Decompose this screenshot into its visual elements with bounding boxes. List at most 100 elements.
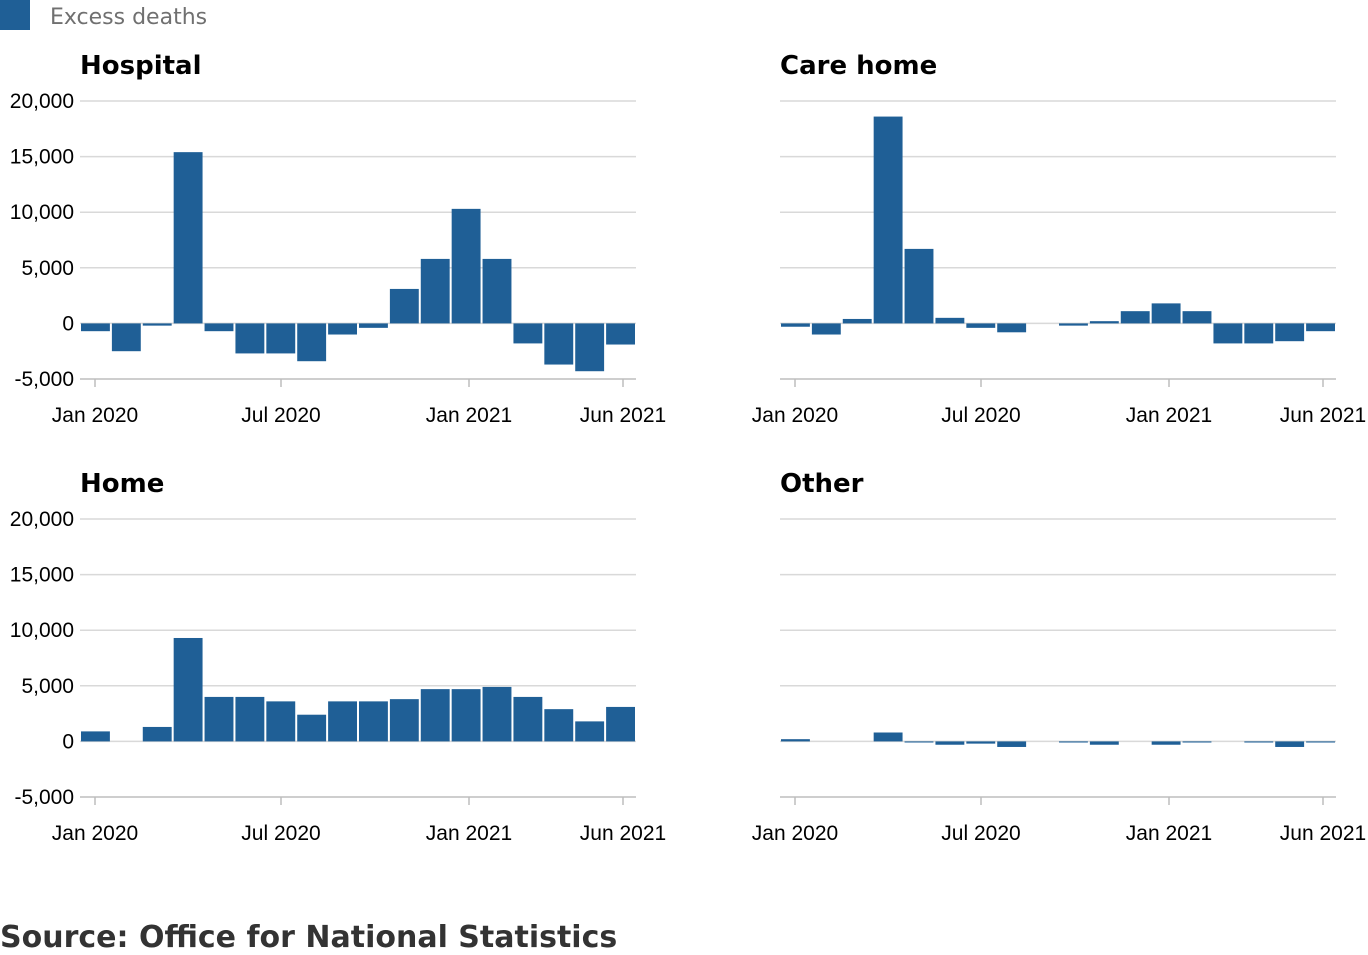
- bar: [173, 637, 203, 742]
- bar: [173, 152, 203, 324]
- bar: [451, 208, 481, 324]
- bar: [328, 701, 357, 742]
- bar: [1059, 323, 1088, 326]
- x-tick-label: Jan 2020: [52, 822, 138, 845]
- bar: [513, 696, 543, 742]
- bar: [606, 323, 635, 345]
- bar: [420, 689, 450, 742]
- y-tick-label: 20,000: [10, 90, 74, 113]
- bar: [1213, 323, 1243, 344]
- bar: [142, 323, 172, 326]
- x-tick-label: Jan 2021: [1126, 404, 1212, 427]
- bar: [935, 317, 965, 324]
- bar: [966, 323, 996, 328]
- bar: [266, 701, 296, 742]
- panel-care-home: Care home Jan 2020 Jul 2020 Jan 2021 Jun 202…: [752, 51, 1366, 427]
- bar: [451, 689, 481, 742]
- panel-title: Care home: [780, 51, 937, 81]
- bar: [389, 288, 419, 324]
- bar: [1151, 303, 1181, 324]
- bar: [873, 116, 903, 324]
- bar: [235, 696, 265, 742]
- bar: [873, 732, 903, 742]
- x-tick-label: Jan 2021: [426, 822, 512, 845]
- y-tick-label: 5,000: [21, 257, 74, 280]
- panel-title: Home: [80, 469, 164, 499]
- bar: [1275, 741, 1305, 747]
- bar: [1089, 321, 1119, 324]
- bar: [204, 323, 234, 332]
- bar: [359, 701, 388, 742]
- y-tick-label: 15,000: [10, 564, 74, 587]
- panel-title: Other: [780, 469, 864, 499]
- bar: [81, 323, 110, 332]
- bar: [142, 726, 172, 742]
- bar: [297, 323, 327, 362]
- bar: [544, 709, 574, 742]
- x-tick-label: Jan 2021: [426, 404, 512, 427]
- bar: [997, 323, 1027, 333]
- bar: [575, 721, 605, 742]
- bar: [904, 741, 934, 743]
- bar: [1275, 323, 1305, 342]
- bar: [266, 323, 296, 354]
- source-note: Source: Office for National Statistics: [0, 920, 618, 955]
- bar: [482, 258, 512, 324]
- bar: [1182, 741, 1212, 743]
- bar: [544, 323, 574, 365]
- x-tick-label: Jan 2020: [752, 404, 838, 427]
- x-tick-label: Jun 2021: [580, 822, 666, 845]
- bar: [235, 323, 265, 354]
- legend-label: Excess deaths: [50, 4, 208, 30]
- panel-hospital: Hospital 20,000 15,000 10,000 5,000 0 -5,000 Ja…: [10, 51, 666, 427]
- x-tick-label: Jun 2021: [1280, 822, 1366, 845]
- bar: [606, 706, 635, 742]
- x-tick-label: Jul 2020: [941, 404, 1020, 427]
- bar: [1120, 311, 1150, 324]
- legend-swatch: [0, 0, 30, 30]
- x-tick-label: Jul 2020: [241, 404, 320, 427]
- bar: [1059, 741, 1088, 743]
- bar: [359, 323, 388, 328]
- panel-home: Home 20,000 15,000 10,000 5,000 0 -5,000 Jan 20…: [10, 469, 666, 845]
- bar: [389, 699, 419, 742]
- chart-legend: Excess deaths: [0, 0, 207, 34]
- x-tick-label: Jul 2020: [941, 822, 1020, 845]
- y-tick-label: -5,000: [14, 368, 74, 391]
- bar: [111, 323, 141, 352]
- bar: [482, 686, 512, 742]
- bar: [1244, 741, 1274, 743]
- bar: [513, 323, 543, 344]
- bar: [420, 258, 450, 324]
- x-tick-label: Jan 2020: [52, 404, 138, 427]
- x-tick-label: Jun 2021: [580, 404, 666, 427]
- y-tick-label: 15,000: [10, 146, 74, 169]
- bar: [81, 731, 110, 742]
- bar: [781, 323, 810, 327]
- y-tick-label: 20,000: [10, 508, 74, 531]
- y-tick-label: 0: [62, 730, 74, 753]
- bar: [842, 318, 872, 324]
- y-tick-label: 0: [62, 312, 74, 335]
- panel-other: Other Jan 2020 Jul 2020 Jan 2021 Jun 2021: [752, 469, 1366, 845]
- y-tick-label: 5,000: [21, 675, 74, 698]
- y-tick-label: -5,000: [14, 786, 74, 809]
- x-tick-label: Jul 2020: [241, 822, 320, 845]
- y-tick-label: 10,000: [10, 619, 74, 642]
- bar: [1182, 311, 1212, 324]
- panel-title: Hospital: [80, 51, 202, 81]
- bar: [204, 696, 234, 742]
- bar: [1306, 323, 1335, 332]
- y-tick-label: 10,000: [10, 201, 74, 224]
- bar: [1306, 741, 1335, 743]
- x-tick-label: Jan 2021: [1126, 822, 1212, 845]
- bar: [328, 323, 357, 335]
- bar: [904, 248, 934, 324]
- bar: [811, 323, 841, 335]
- bar: [781, 739, 810, 742]
- bar: [997, 741, 1027, 747]
- x-tick-label: Jan 2020: [752, 822, 838, 845]
- bar: [1089, 741, 1119, 745]
- bar: [1151, 741, 1181, 745]
- bar: [1244, 323, 1274, 344]
